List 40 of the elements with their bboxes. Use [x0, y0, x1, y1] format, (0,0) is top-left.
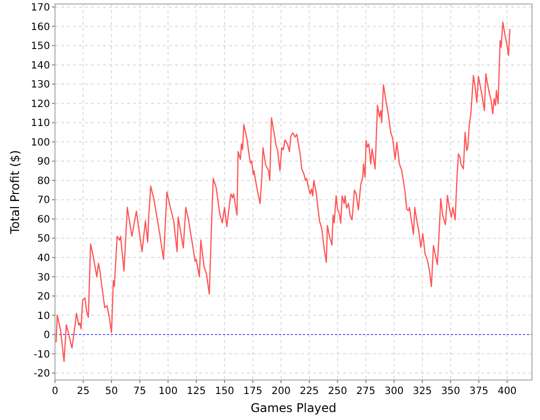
y-tick-label: 140: [30, 60, 50, 72]
y-tick-label: 160: [30, 22, 50, 33]
y-axis-title: Total Profit ($): [8, 150, 22, 235]
x-tick-label: 325: [412, 386, 432, 397]
x-tick-label: 25: [76, 386, 90, 397]
x-tick-label: 275: [356, 386, 376, 397]
x-tick-label: 350: [441, 386, 460, 397]
x-tick-label: 175: [243, 386, 262, 397]
y-tick-label: -10: [34, 349, 50, 360]
y-tick-label: 10: [37, 310, 50, 322]
y-tick-label: 80: [37, 176, 50, 187]
y-tick-label: 40: [37, 252, 50, 264]
x-tick-label: 0: [52, 386, 58, 397]
x-tick-label: 75: [133, 386, 146, 397]
y-tick-label: 30: [37, 272, 50, 284]
x-tick-label: 100: [158, 386, 178, 397]
x-tick-label: 250: [328, 386, 348, 397]
y-tick-label: 150: [30, 41, 50, 52]
x-tick-label: 300: [384, 386, 404, 397]
x-tick-label: 225: [300, 386, 319, 397]
y-tick-label: 170: [30, 2, 50, 14]
y-tick-label: 120: [30, 98, 50, 110]
x-tick-label: 50: [105, 386, 118, 397]
x-tick-label: 400: [498, 386, 517, 397]
y-tick-label: 110: [30, 118, 50, 130]
y-tick-label: 20: [37, 292, 50, 303]
y-tick-label: 60: [37, 214, 50, 226]
y-tick-label: 70: [37, 195, 50, 206]
x-tick-label: 125: [186, 386, 206, 397]
y-tick-label: 130: [30, 80, 50, 91]
line-series: [56, 22, 510, 362]
y-tick-label: 0: [44, 330, 50, 342]
y-tick-label: 100: [30, 137, 50, 148]
y-tick-label: -20: [34, 368, 50, 380]
y-tick-label: 90: [37, 156, 50, 168]
x-axis-title: Games Played: [250, 401, 336, 415]
x-tick-label: 375: [469, 386, 488, 397]
x-tick-label: 200: [272, 386, 291, 397]
x-tick-label: 150: [215, 386, 234, 397]
y-tick-label: 50: [37, 234, 50, 245]
